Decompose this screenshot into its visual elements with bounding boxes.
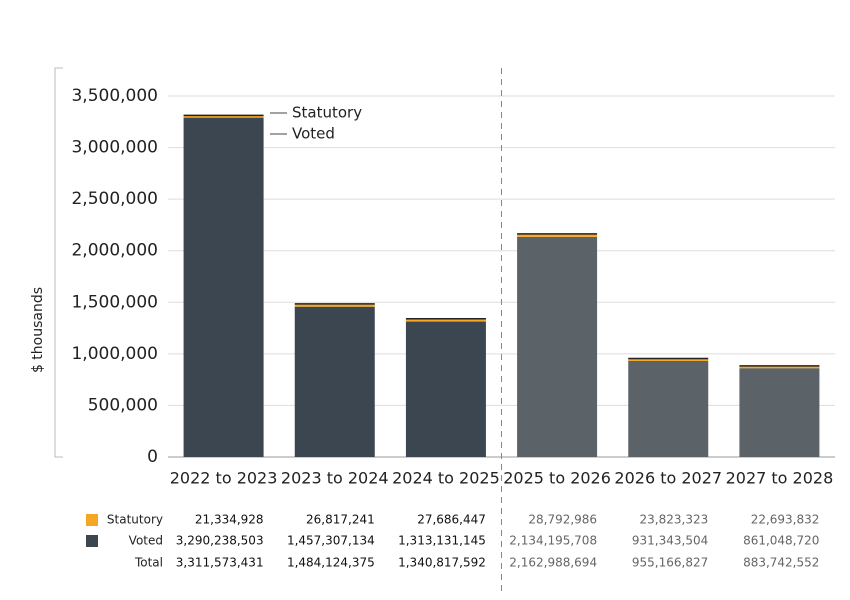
x-tick-label: 2024 to 2025 <box>392 469 500 488</box>
x-tick-label: 2022 to 2023 <box>170 469 278 488</box>
bar-segment <box>739 368 820 457</box>
y-tick-label: 1,000,000 <box>71 344 158 364</box>
bar-segment <box>294 306 375 457</box>
x-tick-label: 2025 to 2026 <box>503 469 611 488</box>
legend-swatch <box>86 535 98 547</box>
table-cell: 3,311,573,431 <box>176 556 264 570</box>
legend-swatch <box>86 514 98 526</box>
y-tick-label: 1,500,000 <box>71 292 158 312</box>
table-cell: 1,313,131,145 <box>398 534 486 548</box>
legend-label: Voted <box>292 125 335 143</box>
table-cell: 21,334,928 <box>195 513 264 527</box>
table-row-label: Voted <box>129 534 163 548</box>
table-cell: 1,484,124,375 <box>287 556 375 570</box>
bar-segment <box>183 117 264 457</box>
axis-bracket <box>54 67 63 458</box>
y-tick-label: 3,000,000 <box>71 138 158 158</box>
y-tick-label: 2,000,000 <box>71 241 158 261</box>
table-cell: 931,343,504 <box>632 534 708 548</box>
table-cell: 27,686,447 <box>417 513 486 527</box>
bar-segment <box>294 303 375 307</box>
x-tick-label: 2027 to 2028 <box>726 469 834 488</box>
bar-segment <box>628 358 709 361</box>
table-cell: 1,457,307,134 <box>287 534 375 548</box>
bar-segment <box>628 360 709 457</box>
table-cell: 1,340,817,592 <box>398 556 486 570</box>
y-tick-label: 2,500,000 <box>71 189 158 209</box>
table-cell: 2,162,988,694 <box>509 556 597 570</box>
bar-segment <box>183 115 264 118</box>
y-tick-label: 500,000 <box>88 395 158 415</box>
table-cell: 2,134,195,708 <box>509 534 597 548</box>
table-cell: 28,792,986 <box>528 513 597 527</box>
table-cell: 26,817,241 <box>306 513 375 527</box>
bar-segment <box>405 321 486 457</box>
legend-label: Statutory <box>292 104 362 122</box>
x-tick-label: 2026 to 2027 <box>614 469 722 488</box>
bar-segment <box>517 236 598 457</box>
y-axis-label: $ thousands <box>30 287 46 373</box>
y-tick-label: 0 <box>147 447 158 467</box>
bar-segment <box>405 318 486 322</box>
table-cell: 22,693,832 <box>751 513 820 527</box>
x-tick-label: 2023 to 2024 <box>281 469 389 488</box>
bar-segment <box>739 365 820 369</box>
bar-segment <box>517 233 598 237</box>
y-tick-label: 3,500,000 <box>71 86 158 106</box>
table-cell: 883,742,552 <box>743 556 819 570</box>
table-cell: 23,823,323 <box>640 513 709 527</box>
table-cell: 3,290,238,503 <box>176 534 264 548</box>
table-row-label: Statutory <box>107 513 163 527</box>
table-cell: 955,166,827 <box>632 556 708 570</box>
table-cell: 861,048,720 <box>743 534 819 548</box>
table-row-label: Total <box>134 556 163 570</box>
